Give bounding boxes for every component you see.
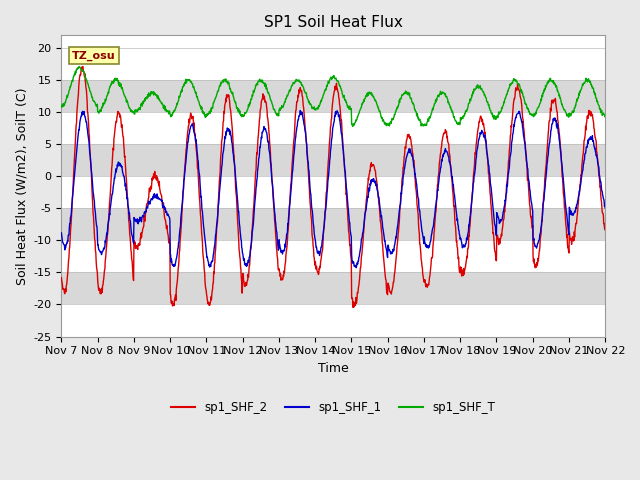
Bar — [61, 144, 605, 176]
Legend: sp1_SHF_2, sp1_SHF_1, sp1_SHF_T: sp1_SHF_2, sp1_SHF_1, sp1_SHF_T — [167, 396, 500, 419]
Y-axis label: Soil Heat Flux (W/m2), SoilT (C): Soil Heat Flux (W/m2), SoilT (C) — [15, 87, 28, 285]
Bar — [61, 273, 605, 304]
Bar — [61, 240, 605, 273]
X-axis label: Time: Time — [318, 362, 349, 375]
Text: TZ_osu: TZ_osu — [72, 50, 116, 60]
Bar — [61, 176, 605, 208]
Title: SP1 Soil Heat Flux: SP1 Soil Heat Flux — [264, 15, 403, 30]
Bar — [61, 208, 605, 240]
Bar — [61, 304, 605, 336]
Bar — [61, 36, 605, 80]
Bar — [61, 112, 605, 144]
Bar — [61, 80, 605, 112]
